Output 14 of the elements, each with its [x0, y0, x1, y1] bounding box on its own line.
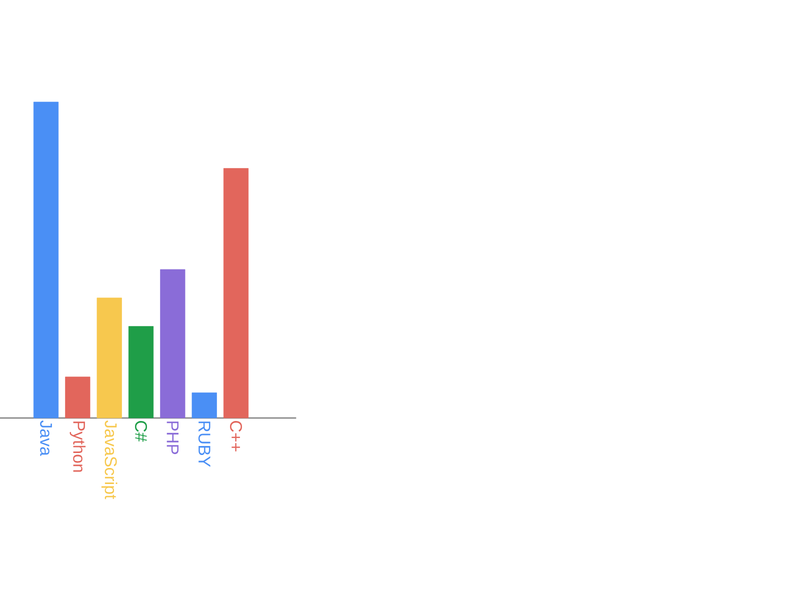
- bar: [128, 326, 154, 418]
- x-tick-label: RUBY: [198, 422, 210, 467]
- x-tick-label: PHP: [166, 422, 178, 454]
- x-tick-label: Python: [70, 422, 86, 472]
- bar: [96, 298, 122, 418]
- x-tick-label: Java: [40, 420, 52, 456]
- x-tick-label: JavaScript: [101, 420, 118, 500]
- bar: [223, 168, 249, 418]
- bar: [160, 269, 186, 418]
- bar: [192, 392, 217, 418]
- x-tick-label: C#: [135, 421, 148, 442]
- bar: [33, 102, 59, 418]
- bar: [65, 376, 90, 418]
- x-tick-label: C++: [230, 421, 242, 452]
